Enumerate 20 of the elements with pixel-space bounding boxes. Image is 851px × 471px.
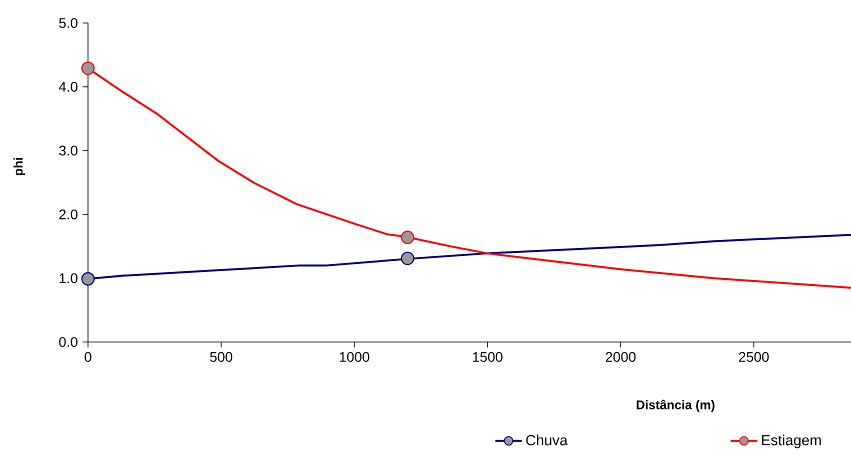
y-tick-label: 2.0 <box>59 209 78 220</box>
x-axis-title: Distância (m) <box>636 400 715 412</box>
y-tick-label: 4.0 <box>58 82 78 92</box>
x-tick-label: 500 <box>210 352 232 362</box>
x-tick-label: 1500 <box>473 352 502 362</box>
y-tick-label: 1.0 <box>60 273 78 284</box>
legend-label: Chuva <box>526 434 568 446</box>
y-tick-label: 5.0 <box>59 18 78 28</box>
point <box>81 272 95 286</box>
x-tick-label: 2500 <box>738 352 769 362</box>
y-tick-label: 3.0 <box>59 146 78 156</box>
point <box>400 252 414 266</box>
point <box>400 230 414 244</box>
point <box>81 62 95 76</box>
x-tick-label: 2000 <box>606 352 636 362</box>
legend-label: Estiagem <box>762 434 821 448</box>
y-axis-title: phi <box>13 158 26 176</box>
x-tick-label: 0 <box>84 352 92 362</box>
x-tick-label: 1000 <box>340 352 370 362</box>
y-tick-label: 0.0 <box>59 337 78 347</box>
